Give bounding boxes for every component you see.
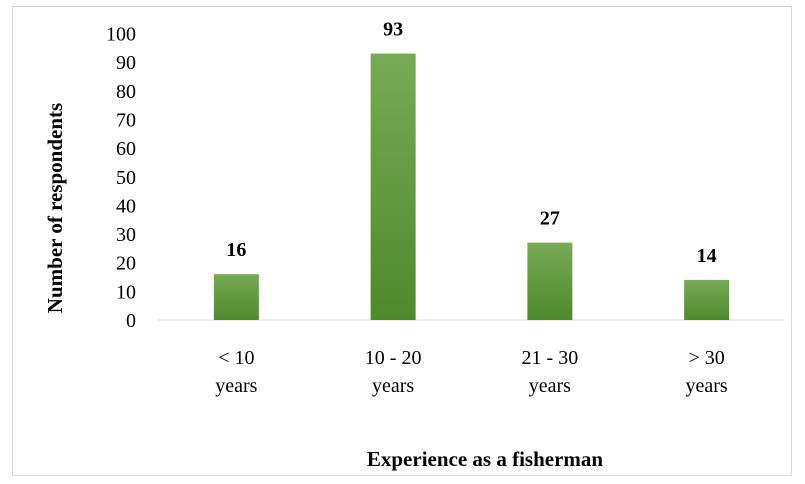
x-tick-label: 10 - 20 (365, 347, 422, 369)
x-tick-label: years (529, 375, 571, 397)
y-tick-label: 70 (116, 109, 136, 131)
y-tick-label: 50 (116, 167, 136, 189)
x-tick-label: 21 - 30 (522, 347, 579, 369)
y-tick-label: 60 (116, 138, 136, 160)
y-tick-label: 10 (116, 281, 136, 303)
y-tick-label: 30 (116, 224, 136, 246)
y-tick-label: 100 (106, 24, 136, 46)
x-tick-label: years (686, 375, 728, 397)
plot-area: 0 10 20 30 40 50 60 70 80 90 100 16 < 10 years 93 10 - … (106, 19, 785, 397)
x-tick-label: > 30 (688, 347, 724, 369)
y-axis-title: Number of respondents (43, 103, 67, 313)
x-axis-title: Experience as a fisherman (367, 447, 604, 471)
y-tick-label: 90 (116, 52, 136, 74)
y-tick-label: 0 (126, 310, 136, 332)
data-label: 16 (226, 239, 246, 261)
x-tick-label: < 10 (218, 347, 254, 369)
x-tick-label: years (215, 375, 257, 397)
x-tick-label: years (372, 375, 414, 397)
bar (527, 242, 573, 320)
data-label: 14 (697, 245, 717, 267)
data-label: 93 (383, 19, 403, 41)
bar (370, 53, 416, 321)
bar (213, 274, 259, 320)
data-label: 27 (540, 208, 560, 230)
y-tick-label: 40 (116, 195, 136, 217)
y-tick-label: 80 (116, 81, 136, 103)
y-tick-label: 20 (116, 253, 136, 275)
bar (684, 279, 730, 320)
